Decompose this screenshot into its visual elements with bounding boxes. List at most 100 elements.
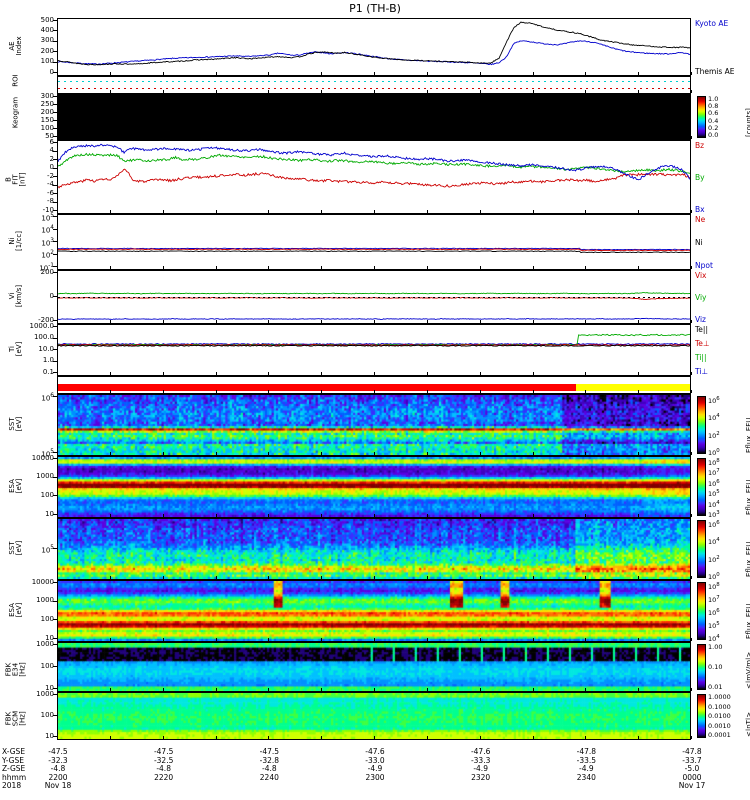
legend-viz: Viz	[695, 315, 706, 324]
footer-value-z: -4.9	[473, 764, 488, 773]
x-tick	[479, 136, 481, 139]
x-tick	[532, 638, 534, 641]
series-bx	[58, 143, 690, 181]
tick-mark	[53, 253, 57, 255]
tick-mark	[53, 600, 57, 602]
axis-label-keogram: Keogram	[11, 96, 20, 129]
series-kyotoae	[58, 40, 690, 66]
roi-line-1	[58, 88, 690, 89]
x-tick	[268, 372, 270, 375]
tick-mark	[53, 104, 57, 105]
x-tick	[532, 320, 534, 323]
y-tick-ti: 1.0	[42, 356, 54, 364]
y-tick-ni: 103	[41, 238, 54, 247]
colorbar-tick: 103	[708, 510, 720, 520]
y-tick-ni: 105	[41, 213, 54, 222]
x-tick	[321, 372, 323, 375]
x-tick	[268, 72, 270, 75]
colorbar-tick: 0.0010	[708, 721, 731, 730]
tick-mark	[53, 349, 57, 350]
y-tick-vi: 200	[40, 267, 54, 276]
x-tick	[585, 736, 587, 739]
x-tick	[374, 72, 375, 75]
x-tick	[215, 452, 217, 455]
axis-label-ti: Ti [eV]	[8, 341, 23, 357]
y-tick-fbk2: 1000	[36, 689, 54, 698]
x-tick	[638, 72, 640, 75]
x-tick	[109, 390, 111, 393]
x-tick	[109, 688, 111, 691]
x-tick	[532, 390, 534, 393]
x-tick	[321, 390, 323, 393]
colorbar-tick: 1.00	[708, 643, 723, 651]
axis-label-esa2: ESA [eV]	[8, 602, 23, 618]
y-tick-esa2: 1000	[36, 596, 54, 605]
colorbar-tick: 104	[708, 499, 720, 509]
y-tick-ni: 102	[41, 250, 54, 260]
legend-ne: Ne	[695, 215, 706, 224]
y-tick-fbk1: 10	[45, 683, 54, 692]
y-tick-bfit: -6	[47, 188, 54, 197]
x-tick	[321, 90, 323, 93]
colorbar-tick: 100	[708, 448, 720, 458]
x-tick	[109, 514, 111, 517]
footer-value-y: -32.3	[48, 755, 68, 765]
panel-sst2	[57, 518, 691, 580]
footer-value-z: -4.8	[156, 764, 171, 773]
x-tick	[57, 210, 58, 213]
y-tick-fbk2: 100	[40, 710, 54, 719]
tick-mark	[53, 514, 57, 515]
footer-value-hhmm: 2220	[154, 772, 174, 782]
x-tick	[479, 576, 481, 579]
y-tick-bfit: -10	[42, 205, 54, 214]
x-tick	[162, 210, 164, 213]
x-tick	[374, 688, 375, 691]
tick-mark	[53, 272, 57, 273]
y-tick-ni: 10-1	[39, 262, 54, 272]
x-tick	[215, 210, 217, 213]
legend-bx: Bx	[695, 205, 705, 214]
x-tick	[532, 90, 534, 93]
x-tick	[585, 320, 587, 323]
colorbar-tick: 0.2	[708, 123, 719, 132]
colorbar-tick: 1.0	[708, 95, 719, 103]
x-tick	[638, 266, 640, 269]
legend-kyotoae: Kyoto AE	[695, 19, 729, 28]
colorbar-sst1	[697, 396, 706, 454]
x-tick	[691, 688, 692, 691]
series-ni	[58, 247, 690, 251]
x-tick	[162, 688, 164, 691]
x-tick	[57, 576, 58, 579]
spectrogram-sst2	[58, 519, 690, 579]
x-tick	[532, 210, 534, 213]
x-tick	[585, 72, 587, 75]
x-tick	[426, 72, 428, 75]
y-tick-esa1: 10	[45, 509, 54, 518]
x-tick	[57, 90, 58, 93]
x-tick	[321, 452, 323, 455]
x-tick	[321, 72, 323, 75]
x-tick	[638, 638, 640, 641]
panel-ae	[57, 18, 691, 76]
y-tick-bfit: 2	[49, 154, 54, 163]
x-tick	[585, 452, 587, 455]
footer-value-x: -47.6	[365, 747, 385, 756]
x-tick	[691, 736, 692, 739]
tick-mark	[53, 142, 57, 143]
y-tick-esa1: 10000	[31, 453, 54, 462]
tick-mark	[53, 619, 57, 621]
y-tick-bfit: -4	[47, 180, 54, 188]
x-tick	[426, 320, 428, 323]
x-tick	[426, 688, 428, 691]
tick-mark	[53, 201, 57, 203]
spectrogram-fbk2	[58, 693, 690, 739]
axis-label-esa1: ESA [eV]	[8, 478, 23, 494]
colorbar-tick: 104	[708, 537, 720, 547]
tick-mark	[53, 96, 57, 97]
footer-label-zgse: Z-GSE	[2, 764, 26, 773]
x-tick	[691, 136, 692, 139]
legend-by: By	[695, 173, 705, 182]
tick-mark	[53, 548, 57, 549]
panel-bfit	[57, 140, 691, 214]
y-tick-esa2: 10	[45, 633, 54, 642]
